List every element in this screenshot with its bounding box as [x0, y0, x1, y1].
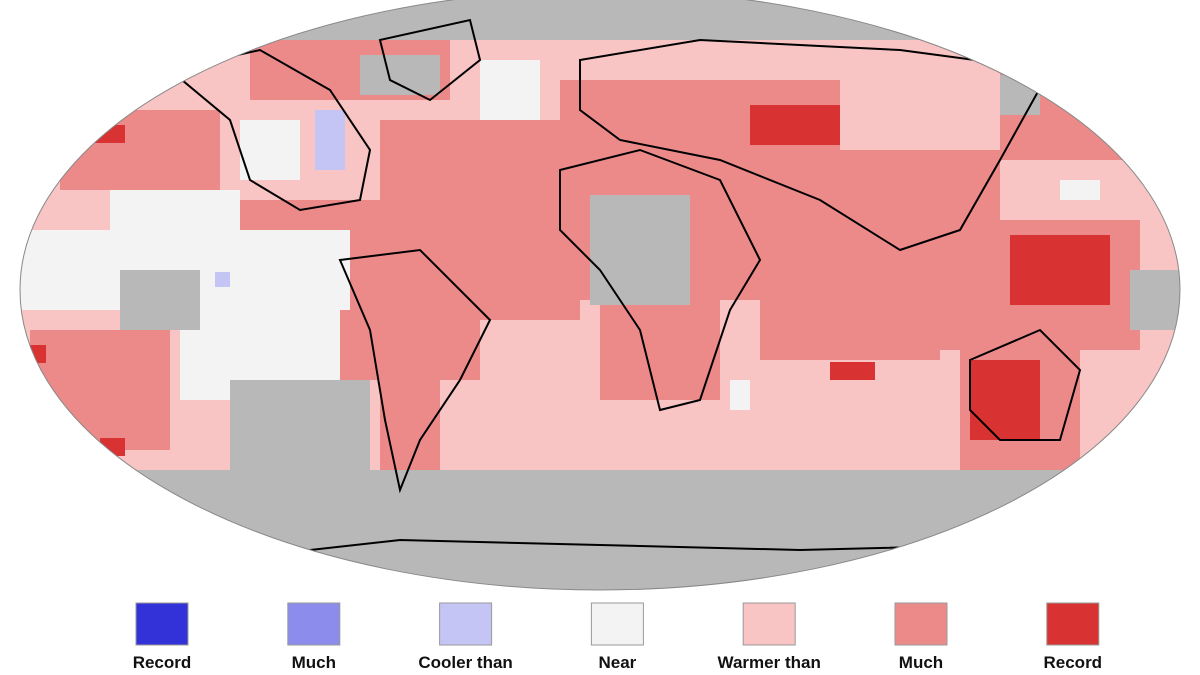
- legend-label: Cooler than: [418, 653, 512, 672]
- legend-swatch: [1046, 602, 1100, 646]
- legend-swatch: [135, 602, 189, 646]
- legend-label: Near: [598, 653, 636, 672]
- legend-swatch: [590, 602, 644, 646]
- legend-swatch: [439, 602, 493, 646]
- legend-label: Record: [1044, 653, 1103, 672]
- legend: Record Much Cooler than Near Warmer than Much…: [133, 602, 1103, 672]
- legend-swatch: [894, 602, 948, 646]
- legend-label: Record: [133, 653, 192, 672]
- legend-label: Much: [292, 653, 336, 672]
- legend-swatch: [742, 602, 796, 646]
- legend-swatch: [287, 602, 341, 646]
- legend-label: Much: [899, 653, 943, 672]
- legend-label: Warmer than: [718, 653, 821, 672]
- map-cells: [20, 0, 1180, 590]
